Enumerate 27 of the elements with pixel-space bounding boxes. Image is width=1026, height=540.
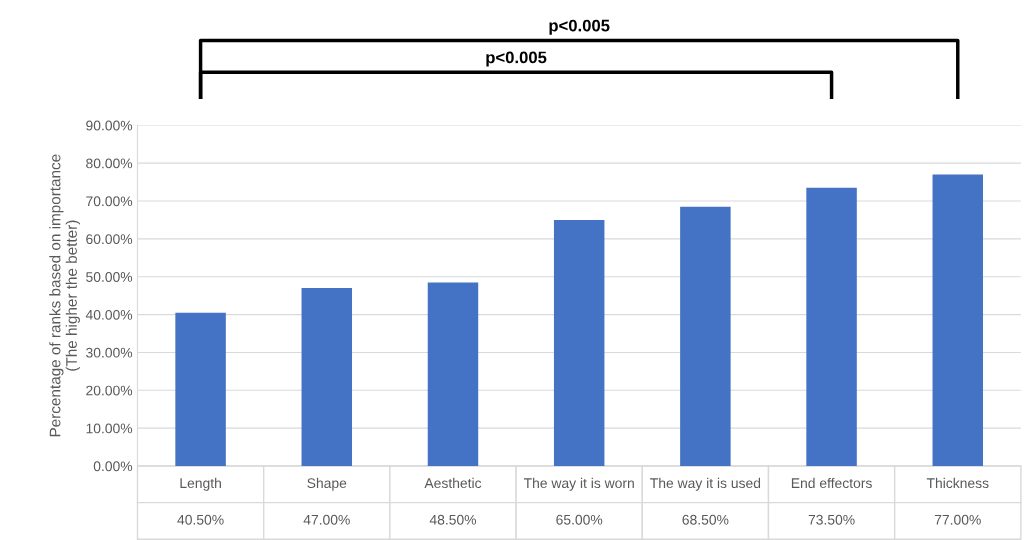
x-tick-label: Length [180,477,221,491]
y-tick-label: 20.00% [86,385,133,396]
y-tick-label: 40.00% [85,309,133,320]
data-label: 65.00% [556,514,603,525]
text: p<0.005 [486,51,547,67]
y-tick-label: 80.00% [86,158,133,169]
data-label: 47.00% [303,514,350,525]
x-tick-label: Thickness [926,477,989,489]
x-tick-label: The way it is worn [523,477,634,491]
y-tick-label: 60.00% [86,234,133,245]
y-tick-label: 10.00% [86,423,133,434]
text: p<0.005 [549,19,610,35]
x-tick-label: End effectors [791,477,872,489]
y-tick-label: 50.00% [86,272,133,282]
data-label: 48.50% [429,514,477,525]
x-tick-label: Aesthetic [424,477,482,489]
y-axis-title: Percentage of ranks based on importance (The higher the better) [49,154,80,437]
x-tick-label: Shape [307,477,347,491]
data-label: 40.50% [177,514,224,525]
y-tick-label: 0.00% [93,461,133,472]
y-tick-label: 70.00% [86,196,133,207]
y-tick-label: 90.00% [86,120,133,131]
data-label: 77.00% [934,514,981,525]
x-tick-label: The way it is used [650,477,761,491]
data-label: 73.50% [808,514,855,525]
data-label: 68.50% [682,514,729,525]
y-tick-label: 30.00% [86,347,133,358]
